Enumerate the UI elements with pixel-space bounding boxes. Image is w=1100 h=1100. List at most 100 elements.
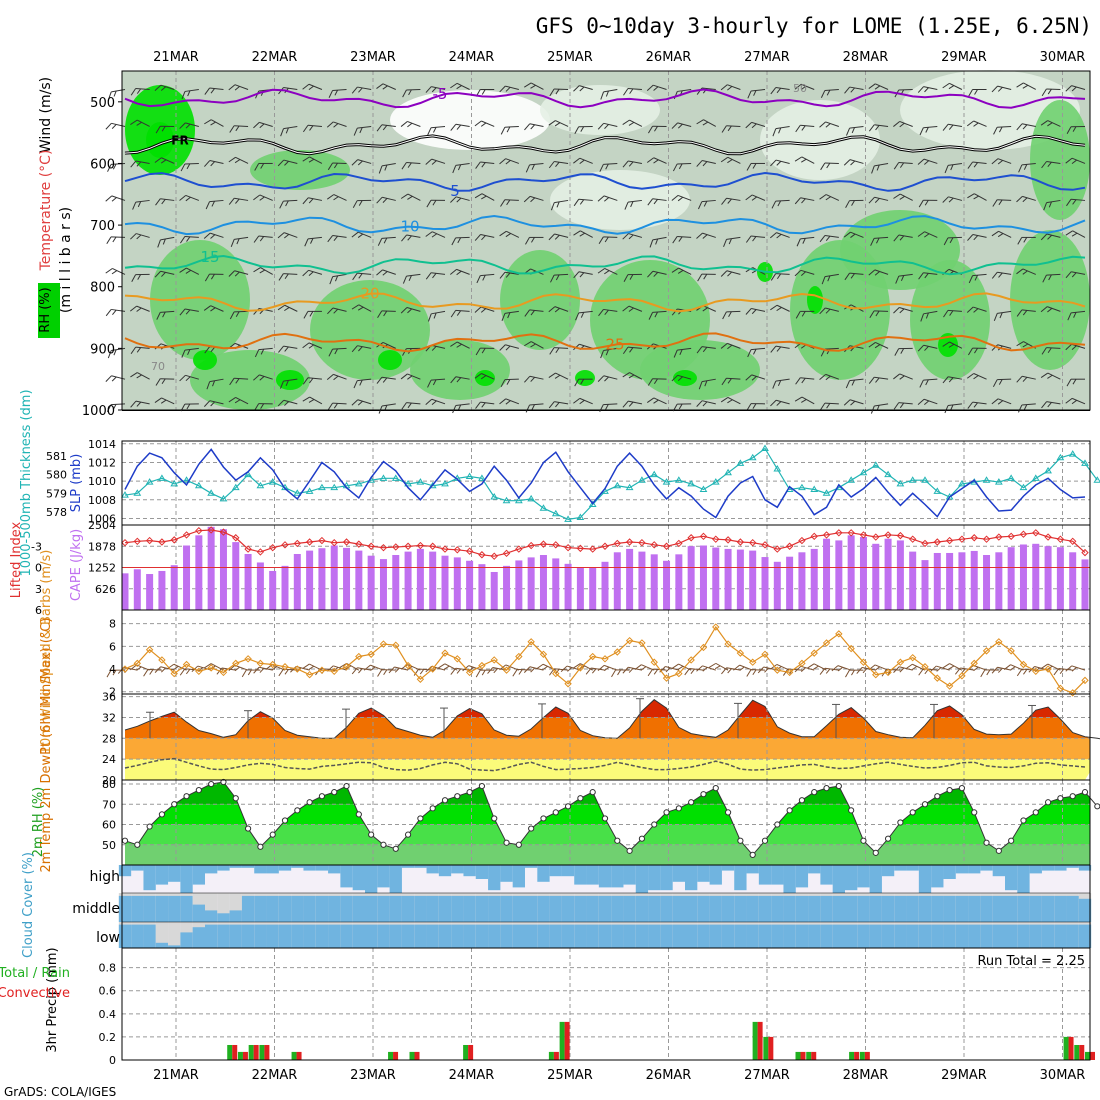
wind-barb-flag <box>419 669 425 675</box>
thickness-point <box>711 478 720 485</box>
cloud-axis-label: Cloud Cover (%) <box>21 852 36 958</box>
li-point <box>342 538 351 546</box>
wind-barb-shaft <box>727 84 741 90</box>
wind-barb-flag <box>1071 272 1077 278</box>
wind-barb-shaft <box>136 305 150 312</box>
wind-barb-flag <box>966 306 974 313</box>
wind-barb-flag <box>851 669 855 676</box>
wind-barb-flag <box>628 121 635 126</box>
wind-barb <box>351 159 372 166</box>
cloud-bar-middle <box>746 895 759 922</box>
wind-barb-flag <box>1040 663 1049 669</box>
wind-barb-flag <box>384 164 388 171</box>
wind-barb-shaft <box>185 374 199 380</box>
wind-barb-flag <box>794 197 801 205</box>
wind-barb-flag <box>1065 230 1073 236</box>
wind-barb-flag <box>777 200 782 207</box>
wind-barb-flag <box>1003 664 1011 670</box>
wind-barb-flag <box>181 91 186 100</box>
cloud-bar-middle <box>635 895 649 922</box>
wind-barb-shaft <box>382 196 396 201</box>
wind-barb-flag <box>309 311 314 317</box>
wind-barb-flag <box>604 270 610 275</box>
wind-barb-flag <box>136 374 142 379</box>
wind-barb-flag <box>253 666 260 674</box>
wind-barb-shaft <box>333 665 347 671</box>
rh-point <box>318 793 326 800</box>
li-point <box>170 536 178 544</box>
wind-barb-flag <box>228 156 236 163</box>
cape-bar <box>539 555 547 610</box>
wind-barb-flag <box>850 87 855 93</box>
wind-speed-line <box>124 625 1086 694</box>
wind-barb-flag <box>376 83 384 89</box>
wind-barb <box>671 122 692 129</box>
wind-barb <box>1041 401 1061 409</box>
wind-barb-flag <box>772 380 777 389</box>
cloud-bar-low <box>451 924 464 948</box>
wind-barb-flag <box>351 231 359 238</box>
wind-barb-shaft <box>800 124 815 127</box>
wind-barb-shaft <box>751 88 766 92</box>
wind-barb-shaft <box>357 345 372 349</box>
wind-barb-flag <box>112 669 117 676</box>
wind-barb-flag <box>277 399 285 407</box>
wind-barb-flag <box>801 158 807 163</box>
cloud-bar-middle <box>180 895 193 922</box>
rh-point <box>848 807 855 814</box>
cloud-bar-middle <box>1066 895 1079 922</box>
cloud-bar-middle <box>1029 895 1042 922</box>
thickness-point <box>514 496 523 504</box>
wind-barb <box>353 378 372 389</box>
wind-barb-flag <box>794 396 803 402</box>
wind-barb-flag <box>1041 401 1047 409</box>
wind-barb-flag <box>452 165 457 174</box>
wind-barb <box>525 236 544 245</box>
wind-barb <box>1016 82 1037 90</box>
wind-barb-flag <box>745 122 752 129</box>
wind-barb-flag <box>925 127 929 133</box>
wind-barb-shaft <box>1021 309 1036 312</box>
surface-wind-barb <box>831 665 852 672</box>
cloud-bar-low <box>672 924 685 948</box>
wind-barb-flag <box>253 194 261 201</box>
cloud-bar-high <box>820 865 833 885</box>
wind-barb <box>499 344 519 351</box>
wind-barb <box>449 268 470 276</box>
cape-bar <box>392 555 400 610</box>
wind-barb-flag <box>1022 124 1028 130</box>
wind-barb-flag <box>449 268 457 275</box>
wind-barb <box>991 398 1012 405</box>
wind-barb-flag <box>204 273 210 282</box>
cloud-bar-low <box>377 924 390 948</box>
wind-barb <box>155 125 175 134</box>
wind-barb-flag <box>402 348 407 356</box>
cloud-bar-high <box>254 865 267 874</box>
wind-barb-flag <box>702 346 708 353</box>
cloud-bar-middle <box>820 895 833 922</box>
wind-barb-flag <box>431 87 437 93</box>
wind-barb-flag <box>185 269 192 274</box>
wind-barb <box>474 234 495 241</box>
wind-barb-flag <box>456 310 462 316</box>
wind-barb-flag <box>1065 343 1072 351</box>
wind-barb-shaft <box>702 305 716 312</box>
wind-barb-flag <box>450 123 457 131</box>
wind-barb <box>819 194 840 201</box>
wind-barb <box>944 162 962 174</box>
thickness-point <box>674 476 683 483</box>
wind-barb-shaft <box>800 377 815 380</box>
wind-barb-shaft <box>554 161 569 164</box>
wind-barb <box>1065 397 1086 405</box>
cape-tick-label: 626 <box>95 583 116 596</box>
cloud-bar-high <box>808 865 821 874</box>
wind-speed-point <box>1044 665 1052 673</box>
wind-barb-flag <box>499 158 507 165</box>
isotherm-label: -5 <box>433 85 448 103</box>
cloud-bar-high <box>1005 865 1018 891</box>
wind-barb-flag <box>481 235 486 241</box>
wind-barb-flag <box>402 275 407 284</box>
wind-barb-flag <box>727 125 732 132</box>
cloud-bar-low <box>475 924 489 948</box>
cloud-bar-low <box>254 924 267 948</box>
